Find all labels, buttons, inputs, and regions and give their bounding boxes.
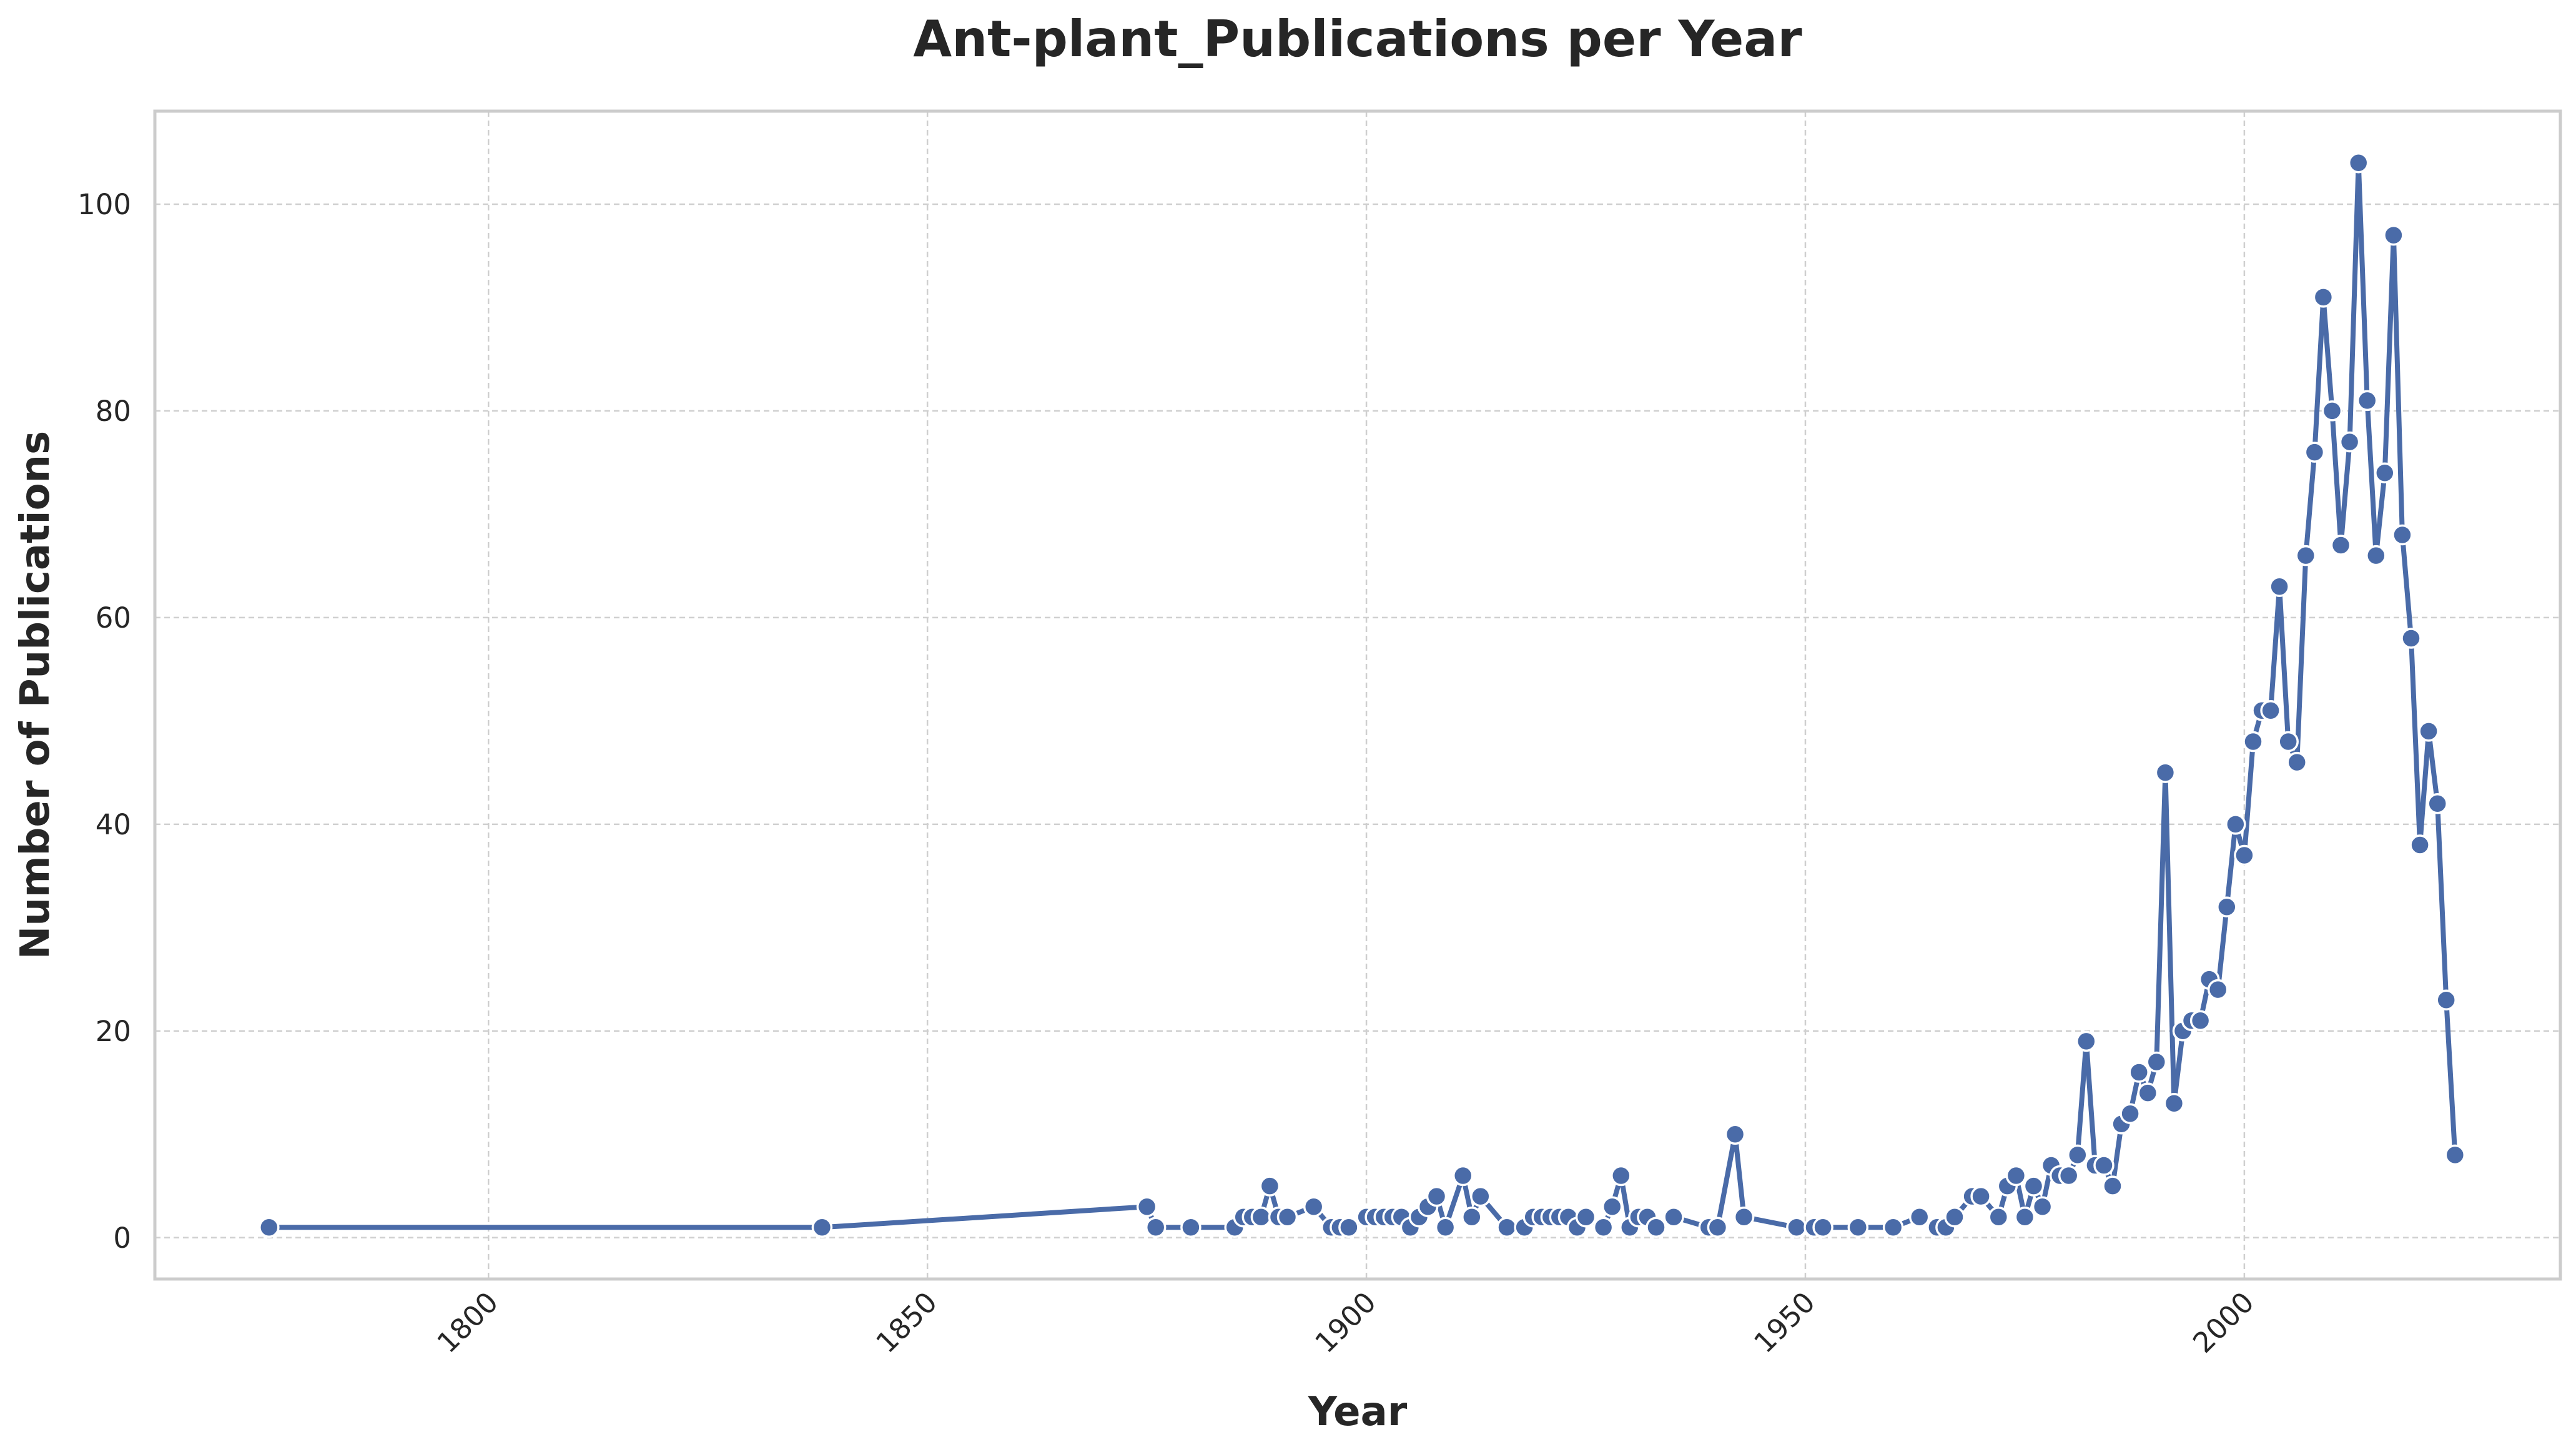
data-point [259,1217,280,1238]
y-axis-label: Number of Publications [12,431,59,959]
data-point [2295,545,2317,566]
data-point [2286,751,2307,773]
data-point [1470,1185,1491,1207]
data-point [2374,462,2396,483]
data-point [2366,545,2387,566]
data-point [1663,1206,1684,1228]
data-point [1575,1206,1597,1228]
data-point [2093,1155,2115,1176]
chart-title: Ant-plant_Publications per Year [913,10,1802,68]
data-point [2120,1103,2141,1124]
data-point [2427,793,2448,814]
y-axis-ticks: 0 20 40 60 80 100 [77,188,131,1255]
data-point [2128,1062,2149,1083]
data-point [2216,896,2238,917]
y-tick-label: 20 [96,1015,131,1048]
y-tick-label: 0 [113,1222,131,1255]
y-tick-label: 100 [77,188,131,221]
data-point [1733,1206,1755,1228]
y-tick-label: 80 [96,395,131,428]
data-point [2207,979,2229,1000]
data-point [2031,1196,2053,1217]
data-point [2154,762,2176,783]
data-point [2067,1144,2088,1166]
data-point [1601,1196,1623,1217]
y-tick-label: 60 [96,601,131,635]
data-point [1944,1206,1965,1228]
data-point [2163,1092,2185,1114]
data-point [1611,1165,1632,1187]
data-point [2014,1206,2036,1228]
data-point [2225,814,2246,835]
data-point [811,1217,833,1238]
data-point [2146,1051,2168,1073]
data-point [2312,287,2334,308]
data-point [2243,731,2264,753]
data-point [1426,1185,1448,1207]
data-point [2347,152,2369,174]
data-point [1276,1206,1298,1228]
data-series [259,152,2466,1238]
data-point [1724,1124,1746,1145]
data-point [2005,1165,2027,1187]
data-point [2023,1175,2045,1197]
data-point [1847,1217,1869,1238]
data-point [1707,1217,1729,1238]
data-point [2277,731,2299,753]
data-point [2339,431,2361,453]
data-point [2304,442,2326,463]
data-point [1882,1217,1904,1238]
data-point [2444,1144,2466,1166]
data-point [2189,1010,2211,1032]
data-point [1145,1217,1167,1238]
data-point [1908,1206,1930,1228]
data-point [1970,1185,1991,1207]
data-point [1461,1206,1483,1228]
data-point [1786,1217,1807,1238]
y-tick-label: 40 [96,808,131,841]
x-axis-label: Year [1308,1389,1408,1435]
data-point [2260,700,2281,721]
data-point [1646,1217,1667,1238]
data-point [2401,628,2422,649]
data-point [2330,535,2352,556]
data-point [1452,1165,1474,1187]
data-point [1434,1217,1456,1238]
data-point [1592,1217,1614,1238]
data-point [1136,1196,1158,1217]
data-point [2234,844,2255,866]
data-point [2076,1030,2097,1052]
plot-frame [153,109,2562,1281]
data-point [1496,1217,1517,1238]
data-point [1250,1206,1272,1228]
data-point [1180,1217,1202,1238]
grid [155,111,2560,1279]
data-point [1303,1196,1325,1217]
data-point [2356,390,2378,412]
data-point [2102,1175,2123,1197]
data-point [2409,834,2430,856]
data-point [2321,400,2343,422]
data-point [2137,1082,2159,1104]
data-point [2418,721,2439,742]
data-point [1988,1206,2010,1228]
data-point [1338,1217,1360,1238]
data-point [2269,576,2290,597]
data-point [1812,1217,1833,1238]
data-point [2383,224,2404,246]
data-point [2435,989,2457,1010]
data-point [2058,1165,2080,1187]
data-point [1259,1175,1281,1197]
data-point [2392,524,2413,546]
